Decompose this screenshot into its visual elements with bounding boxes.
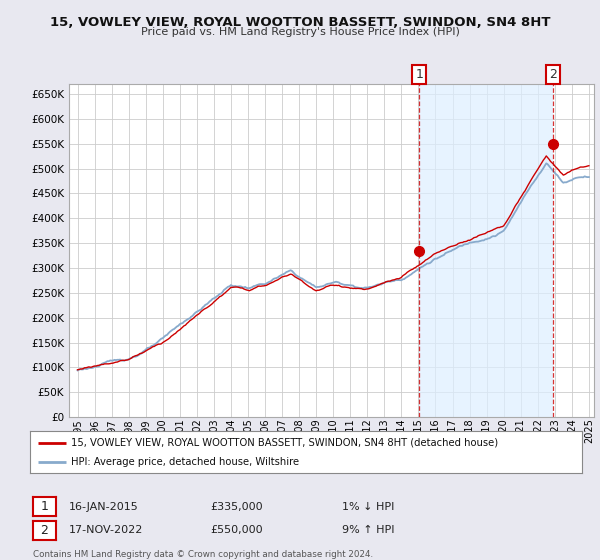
Text: £335,000: £335,000 (210, 502, 263, 512)
Text: Contains HM Land Registry data © Crown copyright and database right 2024.
This d: Contains HM Land Registry data © Crown c… (33, 550, 373, 560)
Text: 2: 2 (549, 68, 557, 81)
Text: 2: 2 (40, 524, 49, 537)
Text: 9% ↑ HPI: 9% ↑ HPI (342, 525, 395, 535)
Text: 15, VOWLEY VIEW, ROYAL WOOTTON BASSETT, SWINDON, SN4 8HT (detached house): 15, VOWLEY VIEW, ROYAL WOOTTON BASSETT, … (71, 437, 499, 447)
Text: 1% ↓ HPI: 1% ↓ HPI (342, 502, 394, 512)
Text: 16-JAN-2015: 16-JAN-2015 (69, 502, 139, 512)
Text: 15, VOWLEY VIEW, ROYAL WOOTTON BASSETT, SWINDON, SN4 8HT: 15, VOWLEY VIEW, ROYAL WOOTTON BASSETT, … (50, 16, 550, 29)
Bar (419, 84, 553, 417)
Text: 1: 1 (415, 68, 423, 81)
Text: 17-NOV-2022: 17-NOV-2022 (69, 525, 143, 535)
Text: HPI: Average price, detached house, Wiltshire: HPI: Average price, detached house, Wilt… (71, 457, 299, 467)
Text: Price paid vs. HM Land Registry's House Price Index (HPI): Price paid vs. HM Land Registry's House … (140, 27, 460, 37)
Text: £550,000: £550,000 (210, 525, 263, 535)
Text: 1: 1 (40, 500, 49, 514)
